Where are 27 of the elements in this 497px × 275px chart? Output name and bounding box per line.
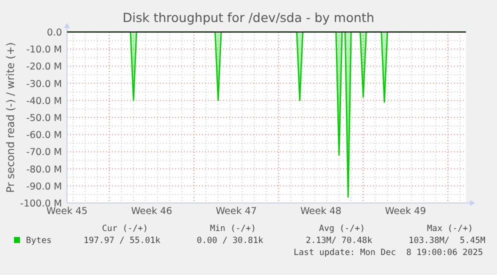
y-tick-label: -10.0 M	[26, 44, 62, 56]
y-tick-label: -50.0 M	[26, 113, 62, 124]
x-tick-label: Week 45	[46, 206, 88, 217]
text: 197.97 / 55.01k	[84, 236, 160, 246]
text: Avg (-/+)	[318, 224, 366, 234]
text: Cur (-/+)	[102, 224, 148, 234]
y-tick-label: -60.0 M	[26, 130, 62, 142]
y-tick-label: -70.0 M	[26, 147, 62, 158]
x-tick-label: Week 48	[300, 206, 342, 217]
text: 103.38M/ 5.45M	[408, 236, 486, 246]
text: Last update: Mon Dec 8 19:00:06 2025	[294, 248, 483, 258]
y-tick-label: -40.0 M	[26, 96, 62, 107]
text: 0.00 / 30.81k	[196, 236, 264, 246]
x-tick-label: Week 49	[384, 206, 426, 217]
text: Max (-/+)	[426, 224, 474, 234]
y-tick-label: -30.0 M	[26, 78, 62, 90]
y-tick-label: -20.0 M	[26, 62, 62, 73]
text: Min (-/+)	[210, 224, 256, 234]
y-tick-label: -80.0 M	[26, 164, 62, 176]
text: 2.13M/ 70.48k	[306, 236, 372, 246]
y-tick-label: 0.0	[46, 28, 62, 38]
y-axis-title: Pr second read (-) / write (+)	[5, 42, 17, 193]
x-tick-label: Week 47	[216, 206, 257, 217]
y-tick-label: -90.0 M	[26, 181, 62, 192]
legend-label: Bytes	[26, 236, 52, 246]
x-tick-label: Week 46	[131, 206, 172, 217]
chart-title: Disk throughput for /dev/sda - by month	[122, 10, 374, 25]
